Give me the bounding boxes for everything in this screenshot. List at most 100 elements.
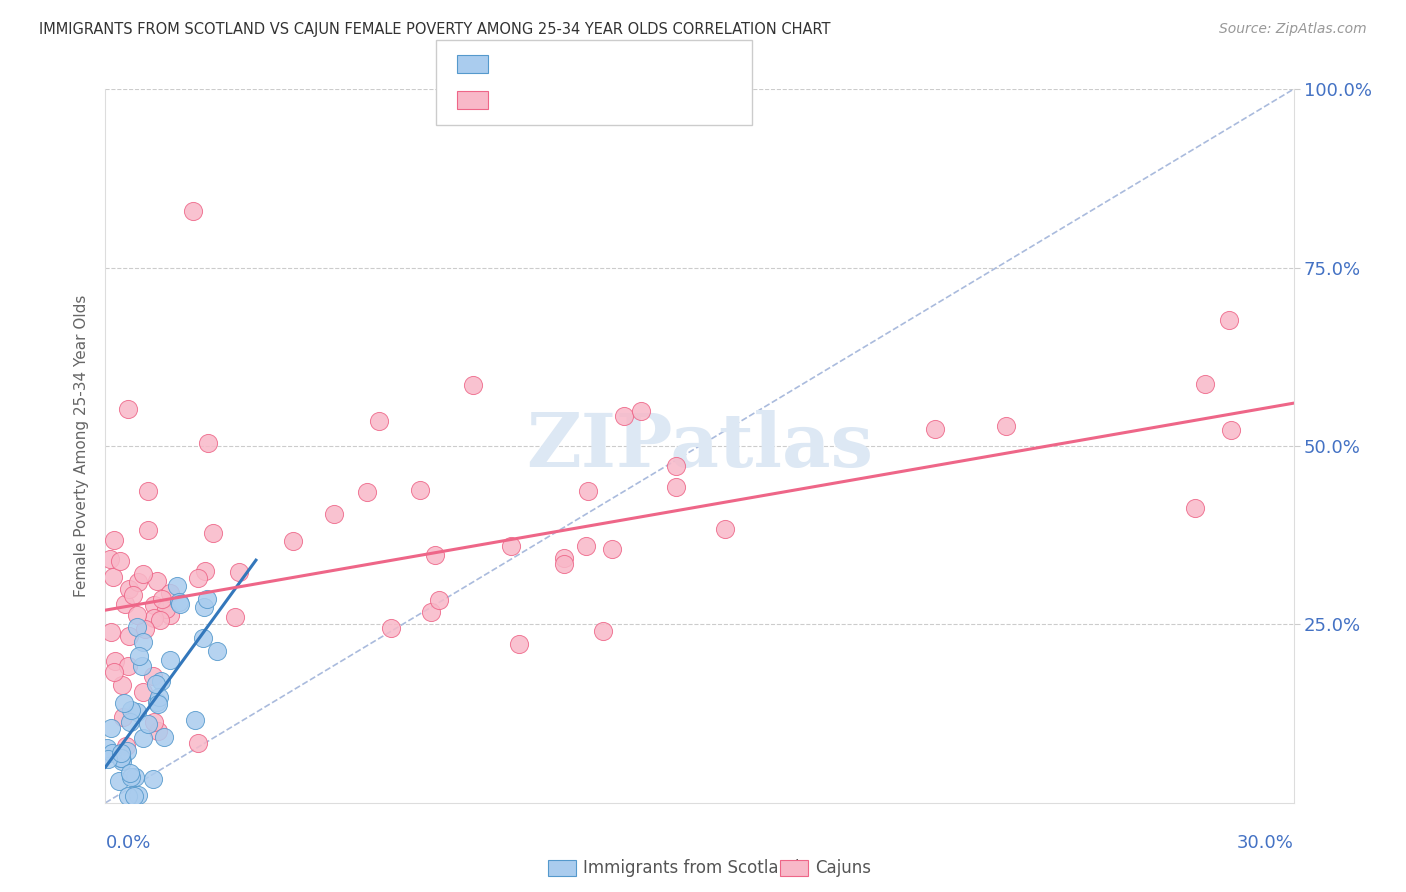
Point	[110, 751, 132, 765]
Point	[143, 715, 166, 730]
Point	[118, 765, 141, 780]
Text: ZIPatlas: ZIPatlas	[526, 409, 873, 483]
Point	[166, 579, 188, 593]
Point	[127, 788, 149, 802]
Point	[994, 418, 1017, 433]
Point	[127, 620, 149, 634]
Point	[553, 558, 575, 572]
Point	[1184, 500, 1206, 515]
Point	[122, 588, 145, 602]
Point	[193, 600, 215, 615]
Point	[592, 624, 614, 639]
Point	[228, 565, 250, 579]
Point	[143, 598, 166, 612]
Point	[281, 533, 304, 548]
Point	[127, 574, 149, 589]
Point	[150, 591, 173, 606]
Point	[714, 522, 737, 536]
Point	[613, 409, 636, 423]
Point	[142, 611, 165, 625]
Point	[425, 548, 447, 562]
Point	[600, 541, 623, 556]
Point	[120, 703, 142, 717]
Point	[142, 669, 165, 683]
Point	[127, 607, 149, 622]
Point	[128, 649, 150, 664]
Point	[115, 744, 138, 758]
Point	[207, 644, 229, 658]
Point	[103, 665, 125, 679]
Text: Cajuns: Cajuns	[815, 859, 872, 877]
Point	[100, 721, 122, 735]
Point	[184, 713, 207, 727]
Point	[356, 485, 378, 500]
Point	[118, 629, 141, 643]
Point	[117, 658, 139, 673]
Point	[380, 621, 402, 635]
Point	[136, 483, 159, 498]
Point	[148, 697, 170, 711]
Point	[153, 730, 176, 744]
Point	[132, 567, 155, 582]
Point	[120, 770, 142, 784]
Point	[114, 598, 136, 612]
Point	[107, 774, 129, 789]
Y-axis label: Female Poverty Among 25-34 Year Olds: Female Poverty Among 25-34 Year Olds	[75, 295, 90, 597]
Text: N =: N =	[586, 55, 638, 73]
Point	[111, 754, 134, 768]
Point	[499, 539, 522, 553]
Point	[122, 789, 145, 803]
Point	[575, 539, 598, 553]
Point	[98, 551, 121, 566]
Point	[148, 690, 170, 705]
Point	[103, 569, 125, 583]
Point	[110, 554, 132, 568]
Text: 0.0%: 0.0%	[105, 834, 150, 852]
Text: 42: 42	[633, 55, 658, 73]
Point	[112, 696, 135, 710]
Point	[202, 525, 225, 540]
Point	[96, 741, 118, 756]
Point	[1219, 423, 1241, 437]
Point	[111, 710, 134, 724]
Point	[111, 678, 134, 692]
Point	[664, 480, 686, 494]
Point	[134, 622, 156, 636]
Point	[120, 715, 142, 730]
Point	[463, 378, 485, 392]
Point	[429, 593, 451, 607]
Point	[167, 595, 190, 609]
Point	[194, 564, 217, 578]
Point	[508, 636, 530, 650]
Point	[132, 635, 155, 649]
Point	[117, 789, 139, 803]
Point	[322, 507, 344, 521]
Point	[368, 414, 391, 428]
Text: Source: ZipAtlas.com: Source: ZipAtlas.com	[1219, 22, 1367, 37]
Point	[197, 436, 219, 450]
Point	[146, 724, 169, 739]
Point	[149, 673, 172, 688]
Point	[104, 654, 127, 668]
Point	[159, 607, 181, 622]
Point	[1218, 312, 1240, 326]
Point	[142, 772, 165, 786]
Point	[195, 592, 218, 607]
Point	[115, 739, 138, 753]
Point	[665, 459, 688, 474]
Text: Immigrants from Scotland: Immigrants from Scotland	[583, 859, 800, 877]
Point	[110, 747, 132, 761]
Text: R =: R =	[496, 55, 536, 73]
Point	[169, 597, 191, 611]
Point	[110, 751, 132, 765]
Point	[145, 677, 167, 691]
Point	[1194, 377, 1216, 392]
Point	[630, 404, 652, 418]
Point	[136, 717, 159, 731]
Point	[118, 582, 141, 596]
Point	[159, 653, 181, 667]
Point	[101, 746, 124, 760]
Point	[146, 695, 169, 709]
Point	[576, 484, 599, 499]
Text: IMMIGRANTS FROM SCOTLAND VS CAJUN FEMALE POVERTY AMONG 25-34 YEAR OLDS CORRELATI: IMMIGRANTS FROM SCOTLAND VS CAJUN FEMALE…	[39, 22, 831, 37]
